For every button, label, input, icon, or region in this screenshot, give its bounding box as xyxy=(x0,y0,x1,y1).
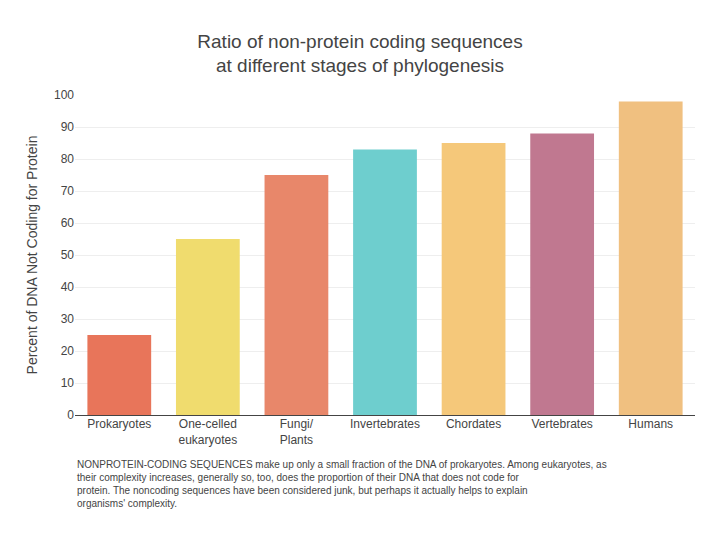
svg-text:50: 50 xyxy=(61,248,75,262)
svg-text:NONPROTEIN-CODING SEQUENCES ma: NONPROTEIN-CODING SEQUENCES make up only… xyxy=(77,459,607,509)
svg-text:20: 20 xyxy=(61,344,75,358)
svg-text:Ratio of non-protein coding se: Ratio of non-protein coding sequencesat … xyxy=(197,31,522,77)
svg-text:80: 80 xyxy=(61,152,75,166)
svg-text:70: 70 xyxy=(61,184,75,198)
svg-text:30: 30 xyxy=(61,312,75,326)
svg-text:Prokaryotes: Prokaryotes xyxy=(87,417,151,431)
svg-text:Chordates: Chordates xyxy=(446,417,501,431)
svg-text:90: 90 xyxy=(61,120,75,134)
svg-text:100: 100 xyxy=(54,88,74,102)
svg-text:One-celledeukaryotes: One-celledeukaryotes xyxy=(179,417,238,447)
svg-text:40: 40 xyxy=(61,280,75,294)
svg-text:Vertebrates: Vertebrates xyxy=(531,417,592,431)
svg-text:10: 10 xyxy=(61,376,75,390)
svg-text:Invertebrates: Invertebrates xyxy=(350,417,420,431)
svg-text:0: 0 xyxy=(67,408,74,422)
svg-text:Percent of DNA Not Coding for: Percent of DNA Not Coding for Protein xyxy=(24,136,40,375)
svg-text:Fungi/Plants: Fungi/Plants xyxy=(280,417,314,447)
svg-text:60: 60 xyxy=(61,216,75,230)
svg-text:Humans: Humans xyxy=(628,417,673,431)
